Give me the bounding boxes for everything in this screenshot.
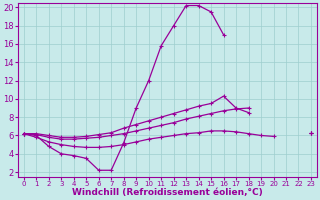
X-axis label: Windchill (Refroidissement éolien,°C): Windchill (Refroidissement éolien,°C) xyxy=(72,188,263,197)
